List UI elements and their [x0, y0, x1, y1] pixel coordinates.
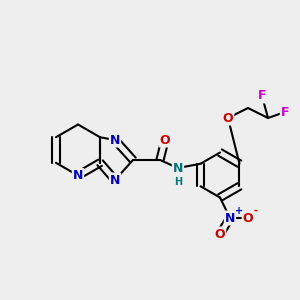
Text: N: N: [110, 134, 120, 146]
Text: O: O: [215, 227, 225, 241]
Text: -: -: [254, 206, 257, 215]
Text: N: N: [173, 161, 183, 175]
Text: +: +: [236, 206, 244, 215]
Text: F: F: [258, 89, 266, 103]
Text: O: O: [223, 112, 233, 124]
Text: N: N: [110, 173, 120, 187]
Text: N: N: [225, 212, 235, 224]
Text: O: O: [160, 134, 170, 146]
Text: N: N: [73, 169, 83, 182]
Text: O: O: [243, 212, 253, 224]
Text: H: H: [174, 177, 182, 187]
Text: F: F: [281, 106, 289, 118]
